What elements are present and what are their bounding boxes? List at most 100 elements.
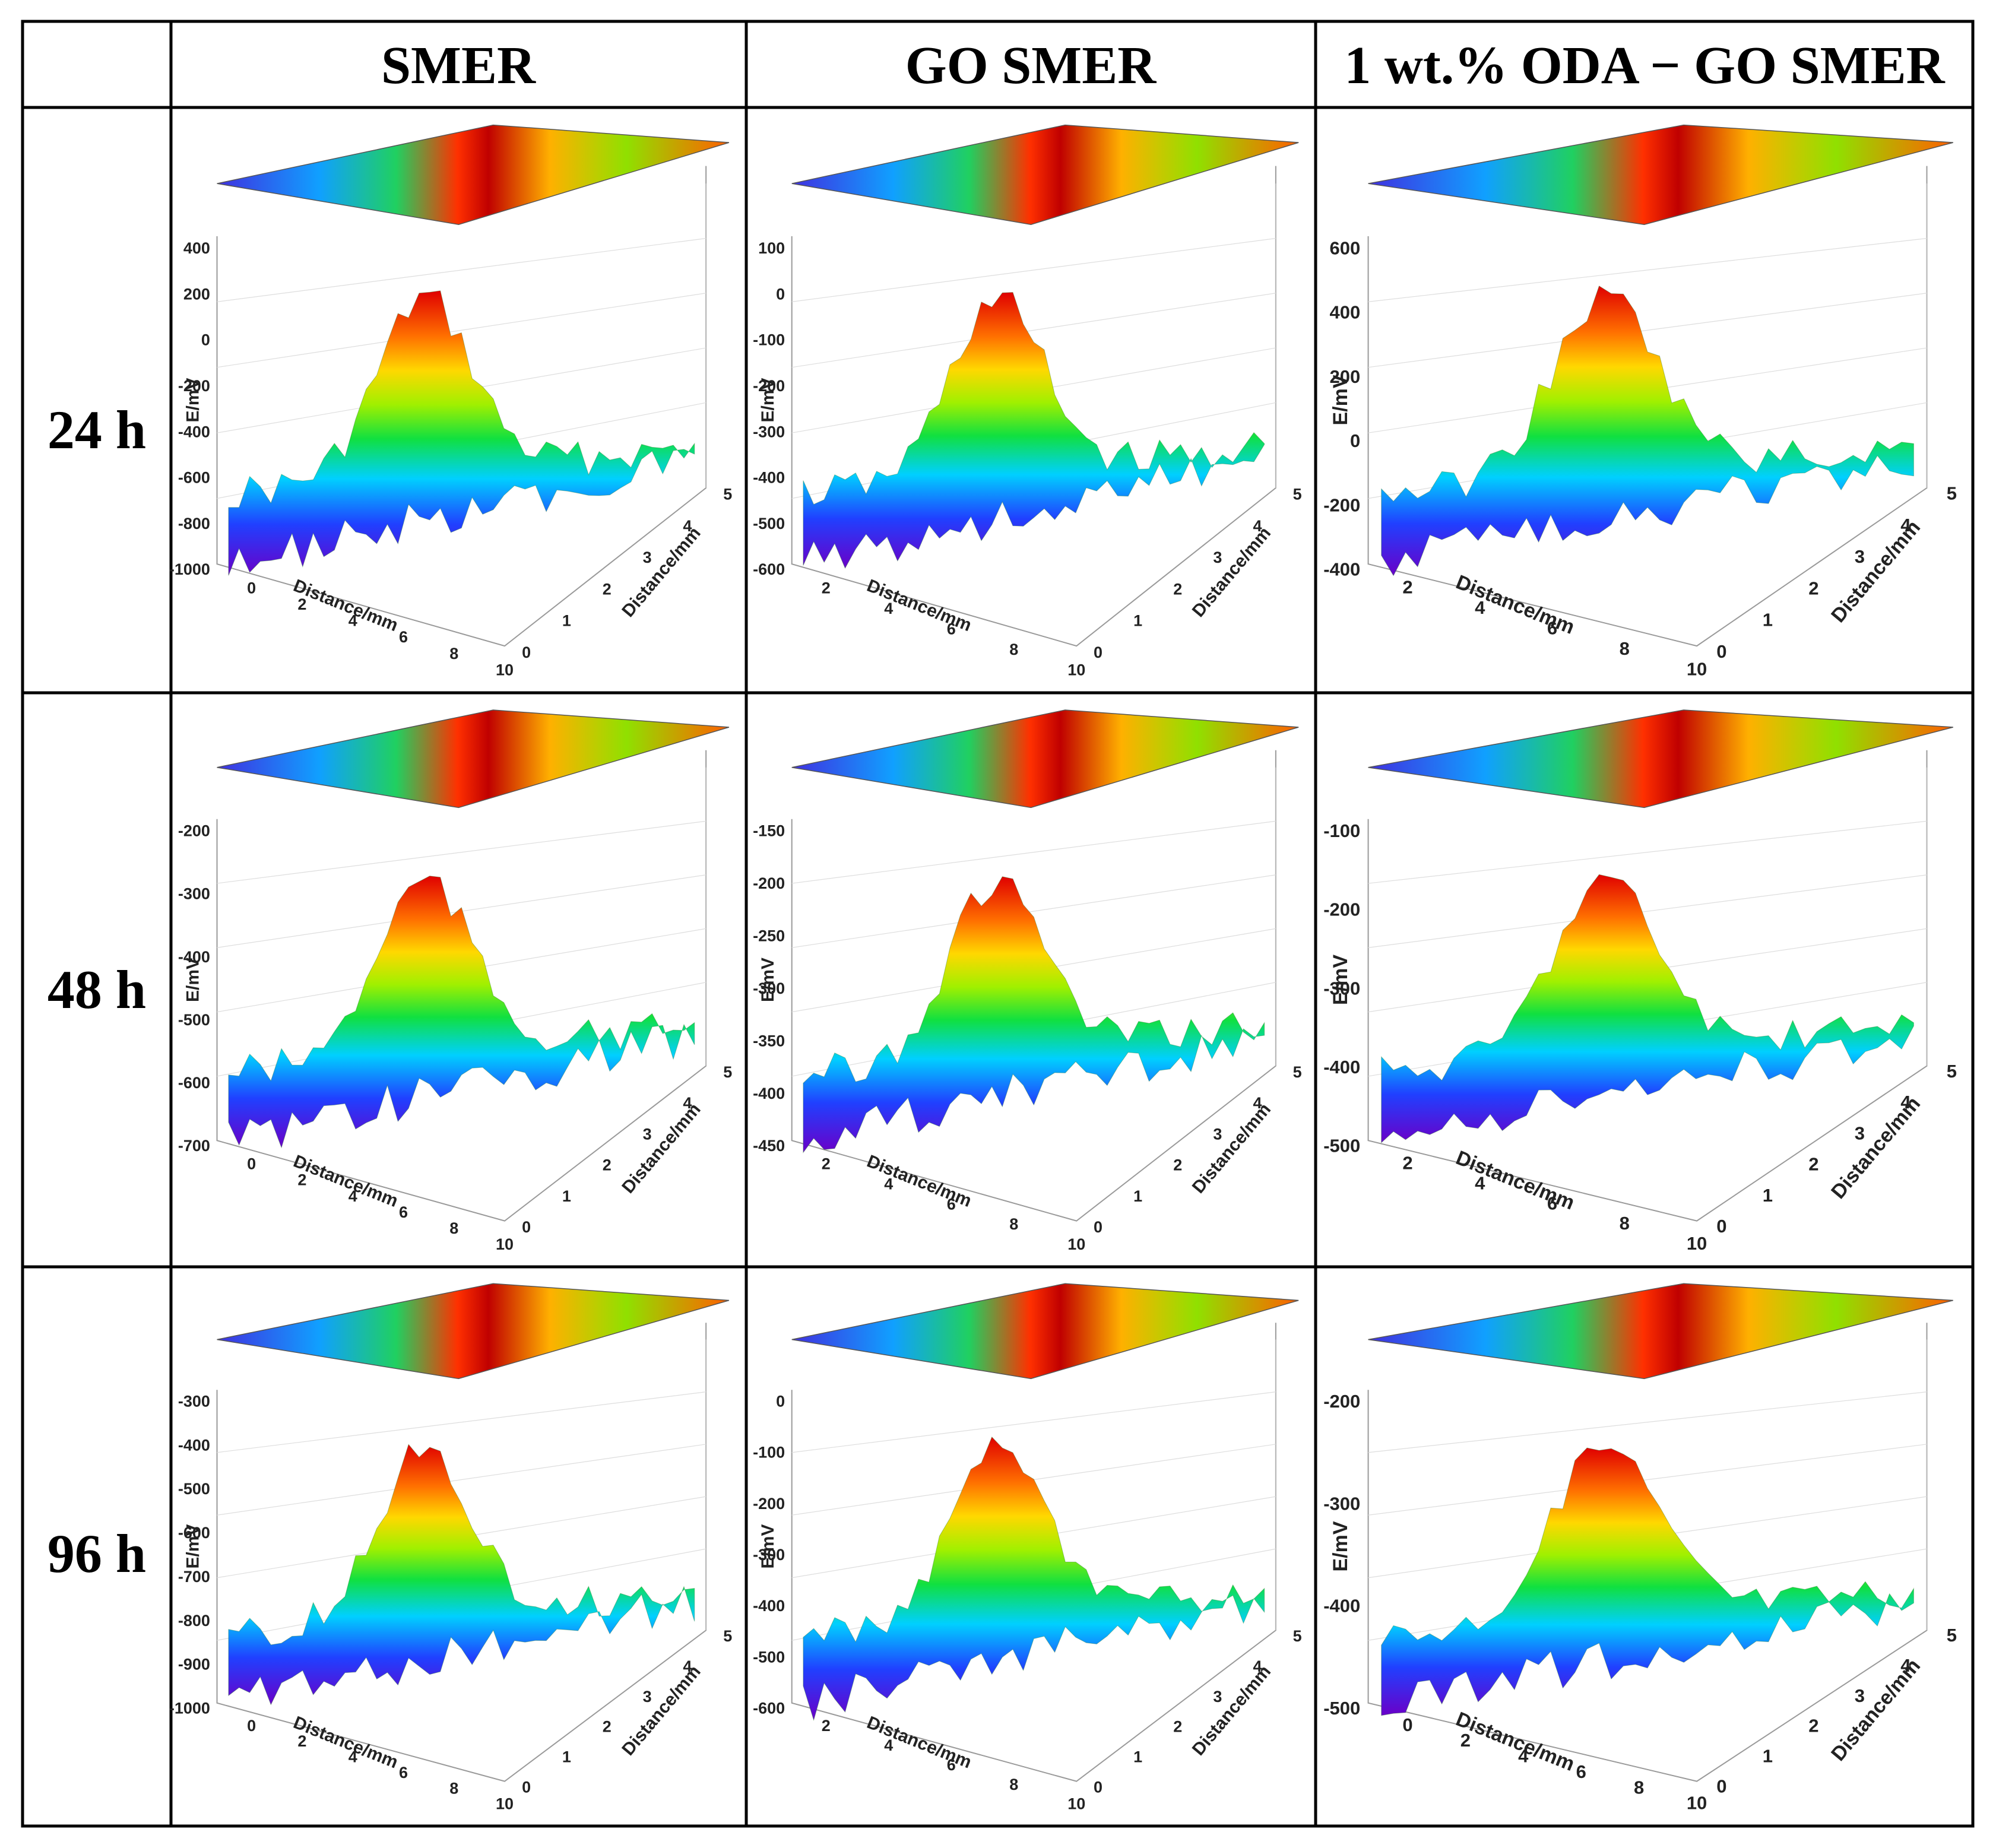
contour-map-projection — [1368, 709, 1953, 809]
y-tick-label: 5 — [723, 1063, 732, 1081]
z-tick-label: -400 — [1323, 1057, 1360, 1077]
z-tick-label: -100 — [753, 1444, 785, 1462]
x-tick-label: 8 — [1620, 1213, 1630, 1234]
z-axis-label: E/mV — [183, 958, 202, 1002]
z-tick-label: 0 — [1350, 430, 1360, 451]
y-axis-label: Distance/mm — [1827, 516, 1925, 627]
y-axis-label: Distance/mm — [1189, 1099, 1275, 1197]
z-tick-label: -800 — [178, 515, 210, 532]
x-tick-label: 6 — [1547, 1193, 1557, 1213]
z-tick-label: -600 — [178, 1074, 210, 1092]
row-label-96h: 96 h — [47, 1523, 146, 1584]
row-label-24h: 24 h — [47, 400, 146, 460]
x-tick-label: 4 — [1475, 1172, 1485, 1193]
z-axis-label: E/mV — [1329, 1521, 1352, 1571]
y-tick-label: 0 — [1094, 1218, 1102, 1236]
grid-line — [1368, 874, 1927, 948]
surface-plot: -200-300-400-500-600-700E/mV0246810Dista… — [178, 709, 732, 1253]
y-tick-label: 5 — [1947, 483, 1957, 504]
grid-line — [791, 820, 1276, 884]
z-tick-label: -500 — [753, 515, 785, 532]
x-tick-label: 10 — [496, 1235, 514, 1253]
x-tick-label: 8 — [1009, 1776, 1018, 1793]
x-tick-label: 6 — [947, 1195, 956, 1213]
y-tick-label: 4 — [683, 517, 692, 535]
y-tick-label: 0 — [1094, 644, 1102, 661]
surface-mesh — [803, 1436, 1265, 1722]
x-tick-label: 8 — [449, 645, 458, 663]
y-tick-label: 2 — [603, 1718, 612, 1736]
x-axis-label: Distance/mm — [864, 1152, 975, 1212]
y-tick-label: 0 — [1094, 1778, 1102, 1796]
x-tick-label: 2 — [822, 579, 831, 597]
y-tick-label: 0 — [1716, 1216, 1726, 1237]
z-axis-label: E/mV — [758, 958, 778, 1002]
surface-plot: -150-200-250-300-350-400-450E/mV246810Di… — [753, 709, 1302, 1253]
contour-map-projection — [217, 124, 730, 225]
x-tick-label: 8 — [1009, 1215, 1018, 1233]
y-axis-label: Distance/mm — [1827, 1654, 1925, 1765]
grid-line — [1368, 1444, 1927, 1516]
x-tick-label: 4 — [1518, 1746, 1529, 1767]
surface-mesh — [228, 876, 695, 1149]
z-tick-label: 400 — [1330, 302, 1361, 323]
z-tick-label: 0 — [201, 331, 210, 349]
x-axis-label: Distance/mm — [1453, 1146, 1577, 1215]
x-tick-label: 0 — [247, 1155, 256, 1173]
z-tick-label: -200 — [178, 822, 210, 840]
z-tick-label: 0 — [776, 1393, 785, 1410]
y-tick-label: 5 — [1293, 1063, 1302, 1081]
z-tick-label: -200 — [1323, 899, 1360, 920]
x-tick-label: 2 — [297, 595, 306, 613]
z-tick-label: -200 — [753, 1495, 785, 1513]
z-tick-label: -200 — [753, 377, 785, 395]
y-tick-label: 2 — [1808, 1154, 1818, 1175]
y-tick-label: 3 — [643, 1688, 652, 1706]
y-tick-label: 4 — [1253, 517, 1262, 535]
x-axis-label: Distance/mm — [864, 576, 975, 636]
y-tick-label: 1 — [1763, 1746, 1773, 1767]
surface-mesh — [803, 876, 1265, 1154]
surface-plot: 0-100-200-300-400-500-600E/mV246810Dista… — [753, 1283, 1302, 1813]
y-tick-label: 3 — [1855, 546, 1865, 567]
y-tick-label: 5 — [1947, 1061, 1957, 1082]
contour-map-projection — [791, 124, 1299, 225]
z-tick-label: -400 — [1323, 559, 1360, 580]
x-tick-label: 2 — [822, 1717, 831, 1735]
surface-mesh — [803, 291, 1265, 569]
y-tick-label: 4 — [1900, 1092, 1911, 1112]
y-tick-label: 2 — [1173, 1718, 1182, 1736]
z-tick-label: -500 — [178, 1480, 210, 1498]
grid-line — [217, 1444, 706, 1516]
y-tick-label: 5 — [723, 486, 732, 503]
y-tick-label: 4 — [1253, 1094, 1262, 1112]
surface-mesh — [228, 1444, 695, 1706]
z-tick-label: -1000 — [169, 560, 210, 578]
x-tick-label: 4 — [884, 1175, 893, 1193]
y-tick-label: 1 — [1763, 610, 1773, 630]
z-tick-label: 0 — [776, 285, 785, 303]
table-grid-lines — [21, 20, 1975, 1828]
z-axis-label: E/mV — [1329, 375, 1352, 425]
y-tick-label: 3 — [1213, 549, 1222, 566]
surface-mesh — [228, 290, 695, 576]
x-tick-label: 6 — [947, 1756, 956, 1774]
z-tick-label: 200 — [1330, 366, 1361, 387]
z-tick-label: -150 — [753, 822, 785, 840]
z-tick-label: -250 — [753, 927, 785, 944]
x-tick-label: 4 — [348, 612, 357, 630]
row-label-48h: 48 h — [47, 959, 146, 1020]
x-tick-label: 10 — [1067, 1235, 1085, 1253]
surface-mesh — [1381, 285, 1914, 576]
y-tick-label: 5 — [1947, 1625, 1957, 1646]
y-axis-label: Distance/mm — [618, 1662, 704, 1759]
x-tick-label: 10 — [1067, 1795, 1085, 1813]
contour-map-projection — [791, 1283, 1299, 1380]
z-tick-label: -300 — [1323, 978, 1360, 999]
contour-map-projection — [1368, 1283, 1953, 1380]
z-tick-label: -300 — [178, 885, 210, 903]
z-tick-label: -350 — [753, 1032, 785, 1050]
grid-line — [217, 820, 706, 884]
y-tick-label: 1 — [562, 1187, 571, 1205]
